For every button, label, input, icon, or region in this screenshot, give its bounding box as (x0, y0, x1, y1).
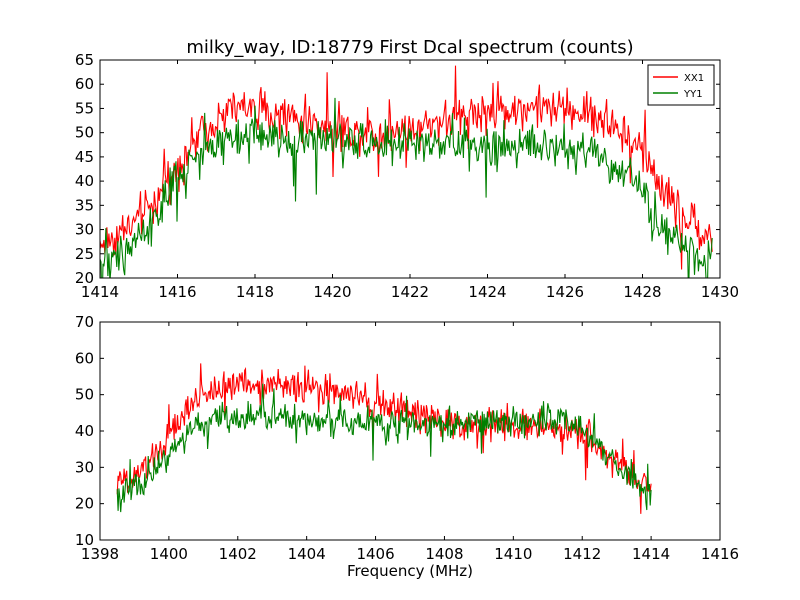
y-tick-label: 30 (75, 458, 94, 476)
legend-box (647, 64, 715, 106)
y-tick-label: 65 (75, 51, 94, 69)
x-tick-label: 1406 (356, 545, 394, 563)
y-tick-label: 40 (75, 422, 94, 440)
legend-label-yy1: YY1 (683, 89, 703, 100)
series-line-xx1 (100, 65, 713, 270)
x-tick-label: 1418 (236, 283, 274, 301)
x-axis-label: Frequency (MHz) (347, 562, 473, 580)
y-tick-label: 30 (75, 221, 94, 239)
y-tick-label: 25 (75, 245, 94, 263)
y-tick-label: 50 (75, 386, 94, 404)
y-tick-label: 20 (75, 495, 94, 513)
y-tick-label: 10 (75, 531, 94, 549)
y-tick-label: 60 (75, 349, 94, 367)
x-tick-label: 1408 (425, 545, 463, 563)
y-tick-label: 50 (75, 124, 94, 142)
series-line-red (116, 363, 652, 514)
subplot-1: 1414 1416 1418 1420 1422 1424 1426 1428 1430 20 25… (75, 51, 739, 301)
series-line-yy1 (100, 97, 713, 278)
x-tick-label: 1402 (219, 545, 257, 563)
x-tick-label: 1410 (494, 545, 532, 563)
x-tick-label: 1422 (391, 283, 429, 301)
x-tick-label: 1430 (701, 283, 739, 301)
x-tick-label: 1414 (81, 283, 119, 301)
x-tick-label: 1428 (623, 283, 661, 301)
x-tick-label: 1426 (546, 283, 584, 301)
y-tick-label: 35 (75, 196, 94, 214)
subplot-2: 1398 1400 1402 1404 1406 1408 1410 1412 1414 1416… (75, 313, 739, 563)
x-tick-label: 1420 (313, 283, 351, 301)
x-tick-label: 1416 (701, 545, 739, 563)
y-tick-label: 70 (75, 313, 94, 331)
chart-title: milky_way, ID:18779 First Dcal spectrum … (186, 37, 633, 58)
x-tick-label: 1416 (158, 283, 196, 301)
x-tick-label: 1412 (563, 545, 601, 563)
x-tick-label: 1404 (288, 545, 326, 563)
x-tick-label: 1424 (468, 283, 506, 301)
x-tick-label: 1414 (632, 545, 670, 563)
series-line-green (116, 383, 652, 513)
x-tick-label: 1400 (150, 545, 188, 563)
y-tick-label: 55 (75, 99, 94, 117)
x-tick-label: 1398 (81, 545, 119, 563)
y-tick-label: 60 (75, 75, 94, 93)
y-tick-label: 40 (75, 172, 94, 190)
y-tick-label: 20 (75, 269, 94, 287)
y-tick-label: 45 (75, 148, 94, 166)
legend-label-xx1: XX1 (684, 73, 704, 84)
